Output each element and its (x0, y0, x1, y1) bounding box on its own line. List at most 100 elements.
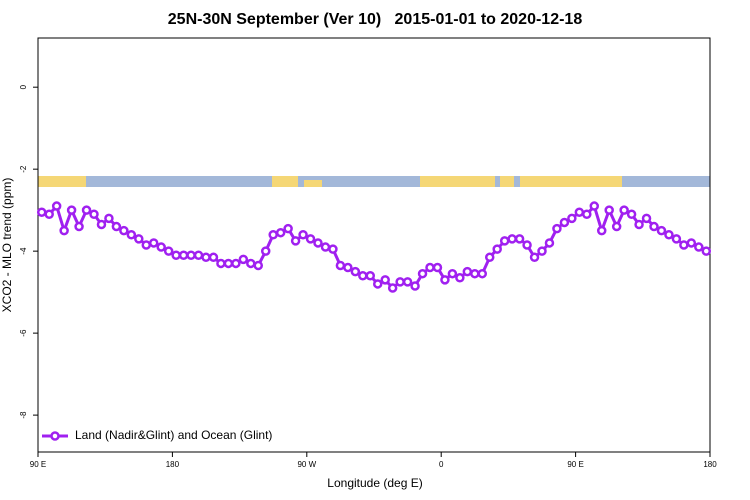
data-point (148, 238, 159, 248)
data-point (36, 207, 47, 217)
legend-label: Land (Nadir&Glint) and Ocean (Glint) (75, 428, 272, 442)
data-point (507, 234, 517, 244)
data-point (574, 207, 585, 217)
y-tick-label: 0 (19, 84, 28, 89)
data-point (134, 234, 144, 244)
data-point (208, 252, 219, 263)
data-point (410, 281, 420, 291)
data-point (499, 236, 510, 246)
data-point (231, 258, 241, 269)
data-point (253, 260, 264, 271)
data-point (298, 230, 308, 240)
data-point (96, 219, 107, 230)
x-tick-label: 90 W (297, 460, 316, 469)
data-point (679, 240, 689, 250)
data-point (440, 275, 450, 285)
data-point (470, 268, 480, 279)
data-point (104, 213, 114, 224)
data-point (320, 242, 331, 252)
data-point (275, 227, 286, 238)
data-point (619, 205, 629, 215)
data-point (484, 252, 495, 263)
data-point (59, 225, 69, 236)
y-tick-label: -8 (19, 411, 28, 419)
data-point (664, 230, 674, 240)
data-point (74, 221, 84, 232)
plot-frame (37, 37, 711, 453)
data-point (343, 262, 353, 273)
data-point (335, 260, 346, 271)
y-axis-label: XCO2 - MLO trend (ppm) (0, 178, 14, 313)
data-point (178, 250, 189, 260)
y-tick-label: -6 (19, 329, 28, 337)
data-point (365, 270, 376, 281)
y-tick-label: -4 (19, 247, 28, 255)
data-point (417, 268, 428, 279)
y-tick-label: -2 (19, 165, 28, 173)
data-point (514, 234, 525, 244)
x-tick-label: 90 E (567, 460, 583, 469)
data-point (395, 277, 405, 287)
data-point (477, 268, 488, 279)
data-point (111, 221, 122, 232)
data-point (641, 213, 652, 224)
data-point (380, 275, 390, 285)
data-point (656, 225, 667, 236)
x-tick-label: 90 E (30, 460, 46, 469)
data-point (290, 236, 301, 246)
data-point (529, 252, 540, 263)
data-point (604, 205, 614, 215)
data-point (238, 254, 249, 265)
data-point (163, 246, 174, 256)
data-point (686, 238, 697, 248)
data-point (589, 201, 600, 211)
data-point (246, 258, 256, 269)
x-tick-label: 180 (703, 460, 717, 469)
data-point (425, 262, 435, 273)
data-point (671, 234, 682, 244)
data-point (66, 205, 77, 215)
data-point (201, 252, 211, 263)
data-point (186, 250, 196, 260)
data-point (559, 217, 570, 228)
data-point (350, 266, 361, 277)
legend-marker (50, 431, 60, 441)
data-point (358, 270, 368, 281)
data-point (567, 213, 577, 224)
data-point (634, 219, 644, 230)
data-point (223, 258, 234, 269)
x-axis-label: Longitude (deg E) (327, 476, 422, 490)
data-point (44, 209, 54, 220)
data-point (260, 246, 271, 256)
data-point (119, 225, 129, 236)
data-point (701, 246, 712, 256)
data-point (141, 240, 152, 250)
data-point (216, 258, 226, 269)
data-point (305, 234, 316, 244)
data-point (432, 262, 443, 273)
data-point (171, 250, 181, 260)
x-tick-label: 180 (166, 460, 180, 469)
data-point (462, 266, 473, 277)
chart-title: 25N-30N September (Ver 10) 2015-01-01 to… (168, 11, 583, 28)
data-point (626, 209, 637, 220)
data-point (455, 273, 465, 283)
data-point (402, 277, 413, 287)
data-point (649, 221, 659, 232)
land-ocean-strip (38, 176, 710, 187)
data-point (313, 238, 323, 248)
data-point (544, 238, 555, 248)
data-point (328, 244, 338, 254)
data-point (126, 230, 137, 240)
data-point (596, 225, 607, 236)
data-point (537, 246, 547, 256)
data-point (81, 205, 92, 215)
x-tick-label: 0 (439, 460, 444, 469)
data-point (387, 283, 398, 293)
data-point (522, 240, 532, 250)
data-point (552, 223, 562, 234)
data-point (372, 279, 383, 289)
data-point (283, 223, 293, 234)
data-point (89, 209, 99, 220)
